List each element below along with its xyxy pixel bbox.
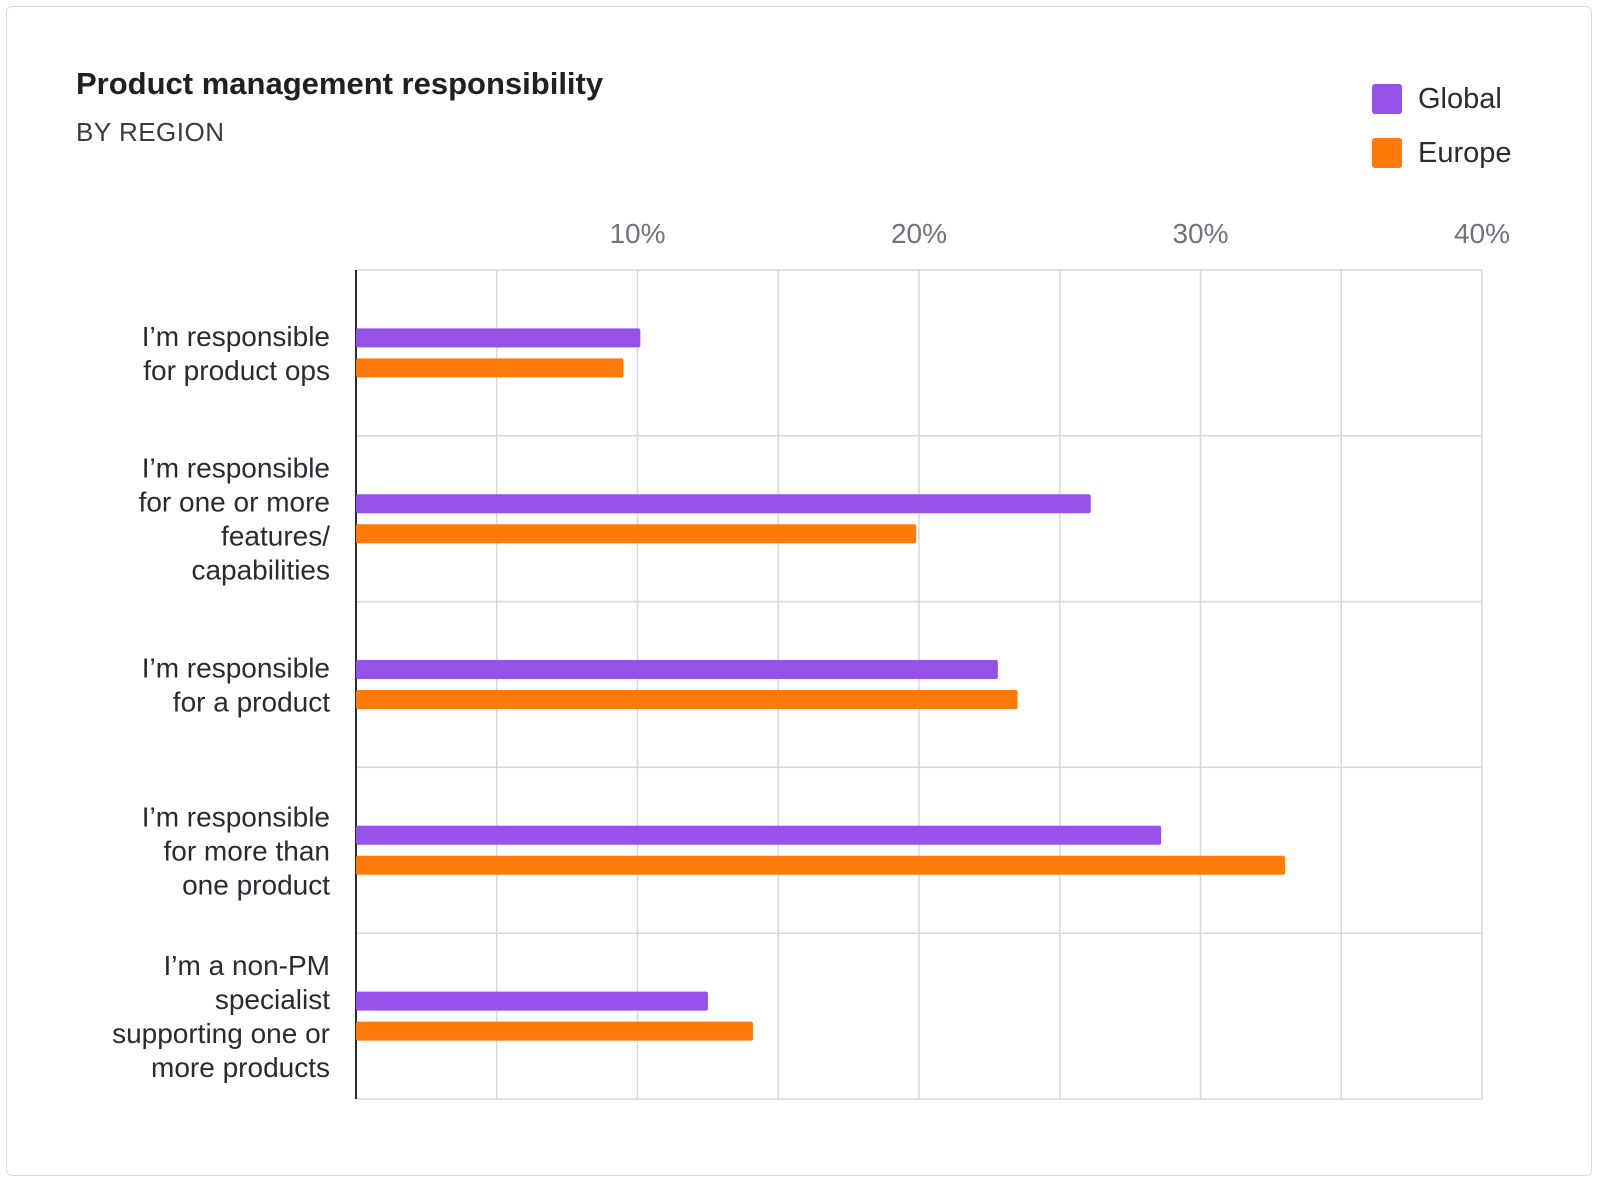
bar-europe-5 xyxy=(356,1021,753,1041)
bar-europe-1 xyxy=(356,358,624,378)
bar-europe-3 xyxy=(356,690,1018,709)
chart-card xyxy=(6,6,1592,1176)
x-tick-label: 20% xyxy=(891,218,947,249)
category-label: capabilities xyxy=(191,555,330,586)
legend-item-global: Global xyxy=(1372,72,1512,126)
category-label: for product ops xyxy=(143,355,330,386)
bar-europe-2 xyxy=(356,524,917,544)
category-label: for one or more xyxy=(139,487,330,518)
legend-label-europe: Europe xyxy=(1418,136,1512,169)
category-label: specialist xyxy=(215,984,330,1015)
bar-global-5 xyxy=(356,991,708,1011)
category-label: I’m responsible xyxy=(142,801,330,832)
chart-subtitle: BY REGION xyxy=(76,117,225,147)
legend-swatch-global xyxy=(1372,84,1402,114)
category-label: supporting one or xyxy=(112,1018,330,1049)
legend: Global Europe xyxy=(1372,72,1512,180)
category-label: for a product xyxy=(173,687,330,718)
category-label: more products xyxy=(151,1052,330,1083)
legend-item-europe: Europe xyxy=(1372,126,1512,180)
category-label: features/ xyxy=(221,521,330,552)
bar-europe-4 xyxy=(356,855,1285,875)
category-label: for more than xyxy=(163,835,330,866)
category-label: I’m responsible xyxy=(142,453,330,484)
category-label: I’m responsible xyxy=(142,321,330,352)
x-tick-label: 10% xyxy=(609,218,665,249)
category-label: I’m responsible xyxy=(142,653,330,684)
x-tick-label: 30% xyxy=(1172,218,1228,249)
legend-label-global: Global xyxy=(1418,82,1502,115)
bar-global-3 xyxy=(356,660,998,679)
bar-global-4 xyxy=(356,825,1162,845)
legend-swatch-europe xyxy=(1372,138,1402,168)
chart-title: Product management responsibility xyxy=(76,66,604,101)
bar-global-2 xyxy=(356,494,1091,514)
category-label: I’m a non-PM xyxy=(164,950,331,981)
bar-global-1 xyxy=(356,328,641,348)
x-tick-label: 40% xyxy=(1454,218,1510,249)
category-label: one product xyxy=(182,869,330,900)
